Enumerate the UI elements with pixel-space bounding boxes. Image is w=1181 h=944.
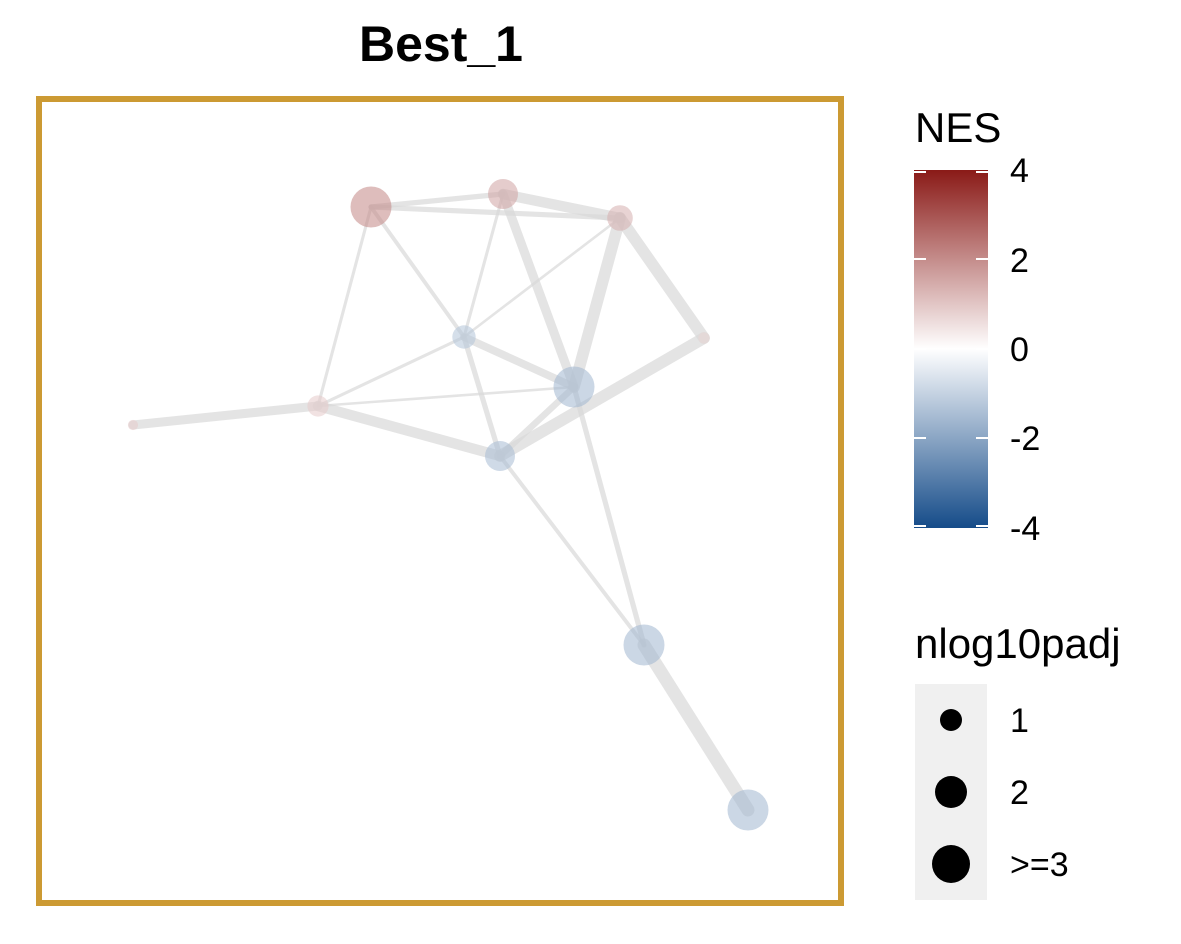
- plot-title: Best_1: [359, 16, 523, 72]
- network-edge: [497, 188, 626, 224]
- size-legend-label: 2: [1010, 774, 1029, 812]
- network-edge: [462, 192, 505, 339]
- nes-tick-label: -2: [1010, 420, 1041, 458]
- network-node: [307, 395, 329, 417]
- network-edge: [498, 454, 646, 647]
- network-edge: [316, 205, 373, 408]
- network-graph: [36, 96, 844, 906]
- network-node: [607, 205, 633, 231]
- network-edge: [614, 212, 710, 344]
- network-node: [727, 789, 769, 831]
- network-node: [485, 441, 515, 471]
- nes-tick-label: 0: [1010, 331, 1029, 369]
- nes-tick-label: 2: [1010, 242, 1029, 280]
- size-key-dot-small: [940, 709, 962, 731]
- network-edge: [128, 401, 323, 430]
- size-legend-label: >=3: [1010, 846, 1069, 884]
- network-node: [623, 624, 665, 666]
- network-edge: [498, 189, 579, 392]
- network-edge: [462, 216, 622, 339]
- network-edge: [568, 212, 626, 393]
- nes-colorbar-ticks: [914, 171, 988, 527]
- nodes-layer: [127, 179, 769, 831]
- network-edge: [312, 400, 506, 462]
- network-edge: [316, 385, 576, 408]
- network-edge: [368, 204, 623, 221]
- size-key-dot-medium: [935, 776, 967, 808]
- network-edge: [571, 384, 647, 648]
- network-node: [350, 186, 392, 228]
- network-edge: [368, 191, 506, 210]
- nes-colorbar-gradient: [914, 170, 988, 528]
- edges-layer: [128, 188, 755, 817]
- size-legend-label: 1: [1010, 702, 1029, 740]
- network-node: [488, 179, 518, 209]
- network-edge: [316, 335, 466, 408]
- network-edge: [637, 638, 755, 817]
- network-node: [553, 366, 595, 408]
- network-node: [698, 332, 710, 344]
- size-key-dot-large: [932, 845, 970, 883]
- nes-legend-title: NES: [915, 104, 1002, 151]
- network-node: [127, 419, 139, 431]
- network-node: [452, 325, 476, 349]
- nes-tick-label: -4: [1010, 510, 1041, 548]
- network-panel: [36, 96, 844, 906]
- panel-frame: [36, 96, 844, 906]
- size-legend-key: [915, 684, 987, 900]
- nes-colorbar: [914, 170, 988, 528]
- network-edge: [369, 205, 466, 339]
- network-edge: [461, 334, 503, 459]
- size-legend-title: nlog10padj: [915, 620, 1121, 667]
- network-edge: [494, 332, 710, 462]
- nes-tick-label: 4: [1010, 152, 1029, 190]
